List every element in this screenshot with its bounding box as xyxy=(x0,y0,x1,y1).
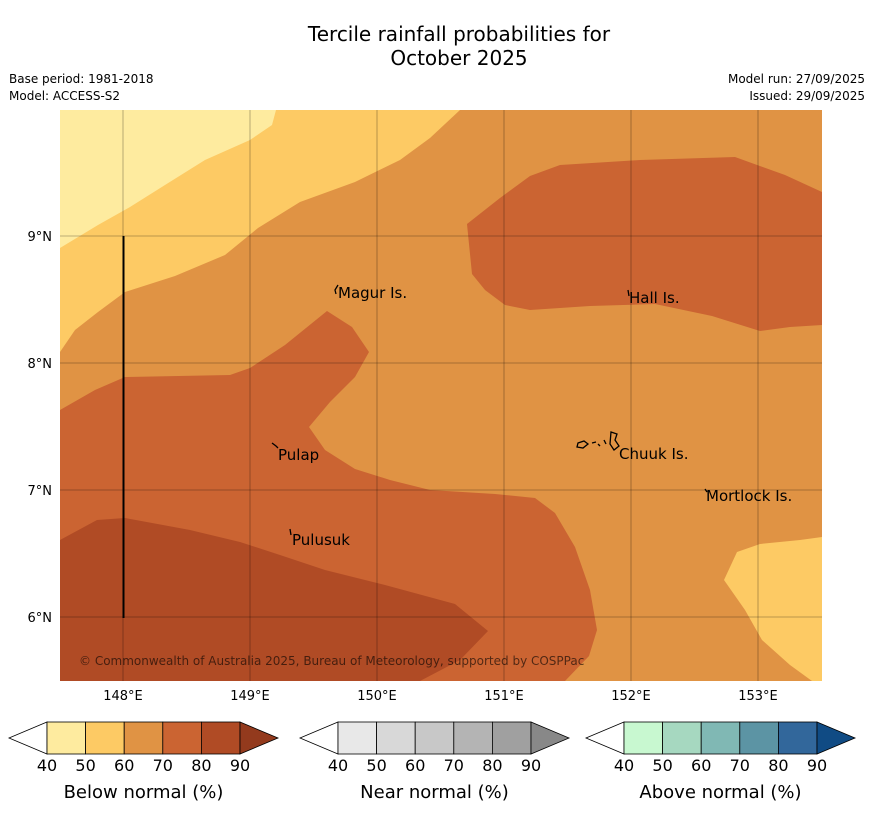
colorbar-label: Near normal (%) xyxy=(360,782,509,803)
lon-label-4: 152°E xyxy=(611,689,651,704)
colorbar-extend-low xyxy=(584,721,625,755)
lon-label-2: 150°E xyxy=(357,689,397,704)
island-mortlock-icon xyxy=(704,488,708,493)
island-chuuk-icon xyxy=(576,431,620,451)
colorbar-segment xyxy=(662,721,702,755)
place-labels: Magur Is. Hall Is. Pulap Chuuk Is. Mortl… xyxy=(278,284,792,549)
band-40-50-northwest xyxy=(60,110,276,248)
colorbar-tick-label: 50 xyxy=(652,756,672,775)
model-name: Model: ACCESS-S2 xyxy=(9,89,121,103)
gridlines xyxy=(60,110,822,681)
colorbar-segment xyxy=(453,721,493,755)
colorbar-label: Above normal (%) xyxy=(639,782,801,803)
colorbar-label: Below normal (%) xyxy=(64,782,224,803)
colorbar-segment xyxy=(85,721,125,755)
colorbar-tick-label: 90 xyxy=(521,756,541,775)
colorbar-extend-high xyxy=(239,721,280,755)
model-run: Model run: 27/09/2025 xyxy=(727,72,865,86)
colorbar-segment xyxy=(162,721,202,755)
place-label-5: Pulusuk xyxy=(292,531,350,549)
colorbar-tick-label: 80 xyxy=(482,756,502,775)
colorbar-segment xyxy=(777,721,818,755)
title-line-2: October 2025 xyxy=(390,46,528,70)
lat-label-3: 6°N xyxy=(28,611,53,626)
colorbar-extend-high xyxy=(816,721,857,755)
place-label-3: Chuuk Is. xyxy=(619,445,688,463)
colorbar-tick-label: 40 xyxy=(328,756,348,775)
place-label-4: Mortlock Is. xyxy=(706,487,792,505)
colorbar-tick-label: 50 xyxy=(75,756,95,775)
lat-label-2: 7°N xyxy=(28,484,53,499)
colorbar-segment xyxy=(337,721,377,755)
colorbar-segment xyxy=(376,721,416,755)
colorbar-extend-low xyxy=(298,721,339,755)
lon-axis-labels: 148°E 149°E 150°E 151°E 152°E 153°E xyxy=(103,689,778,704)
place-label-2: Pulap xyxy=(278,446,319,464)
place-label-1: Hall Is. xyxy=(629,289,680,307)
lon-label-3: 151°E xyxy=(484,689,524,704)
lat-label-1: 8°N xyxy=(28,357,53,372)
colorbar-tick-label: 60 xyxy=(405,756,425,775)
colorbar-tick-label: 50 xyxy=(366,756,386,775)
base-period: Base period: 1981-2018 xyxy=(9,72,154,86)
island-pulusuk-icon xyxy=(289,528,292,536)
lat-label-0: 9°N xyxy=(28,230,53,245)
colorbar-tick-label: 70 xyxy=(153,756,173,775)
colorbar-segment xyxy=(200,721,241,755)
lon-label-1: 149°E xyxy=(230,689,270,704)
colorbar-tick-label: 80 xyxy=(191,756,211,775)
colorbar-tick-label: 90 xyxy=(230,756,250,775)
island-markers xyxy=(271,284,708,536)
colorbar-segment xyxy=(414,721,455,755)
lon-label-0: 148°E xyxy=(103,689,143,704)
island-magur-icon xyxy=(334,284,339,295)
meta-left: Base period: 1981-2018 Model: ACCESS-S2 xyxy=(9,71,154,105)
lat-axis-labels: 9°N 8°N 7°N 6°N xyxy=(28,230,53,626)
colorbar-extend-high xyxy=(530,721,571,755)
map-title: Tercile rainfall probabilities for Octob… xyxy=(0,22,873,70)
colorbar-tick-label: 70 xyxy=(444,756,464,775)
lon-label-5: 153°E xyxy=(738,689,778,704)
colorbar-below-normal: 40 50 60 70 80 90 Below normal (%) xyxy=(7,721,280,803)
title-line-1: Tercile rainfall probabilities for xyxy=(307,22,611,46)
colorbar-segment xyxy=(491,721,532,755)
colorbar-extend-low xyxy=(7,721,48,755)
place-label-0: Magur Is. xyxy=(338,284,407,302)
colorbar-tick-label: 40 xyxy=(614,756,634,775)
colorbar-segment xyxy=(46,721,86,755)
colorbar-segment xyxy=(123,721,164,755)
colorbar-near-normal: 40 50 60 70 80 90 Near normal (%) xyxy=(298,721,571,803)
band-70-80-northeast xyxy=(467,157,822,331)
colorbar-tick-label: 80 xyxy=(768,756,788,775)
island-pulap-icon xyxy=(271,442,279,449)
colorbar-tick-label: 60 xyxy=(114,756,134,775)
colorbar-segment xyxy=(623,721,663,755)
colorbar-tick-label: 60 xyxy=(691,756,711,775)
colorbar-above-normal: 40 50 60 70 80 90 Above normal (%) xyxy=(584,721,857,803)
band-80-90-southwest xyxy=(60,518,488,681)
meta-right: Model run: 27/09/2025 Issued: 29/09/2025 xyxy=(728,71,865,105)
map-fill-layers xyxy=(60,110,822,681)
colorbar-segment xyxy=(739,721,779,755)
colorbar-tick-label: 90 xyxy=(807,756,827,775)
issued-date: Issued: 29/09/2025 xyxy=(749,89,865,103)
colorbar-segment xyxy=(700,721,741,755)
colorbar-tick-label: 70 xyxy=(730,756,750,775)
island-hall-icon xyxy=(627,289,630,297)
band-50-60-southeast xyxy=(724,537,822,681)
colorbar-tick-label: 40 xyxy=(37,756,57,775)
copyright-notice: © Commonwealth of Australia 2025, Bureau… xyxy=(79,654,584,668)
